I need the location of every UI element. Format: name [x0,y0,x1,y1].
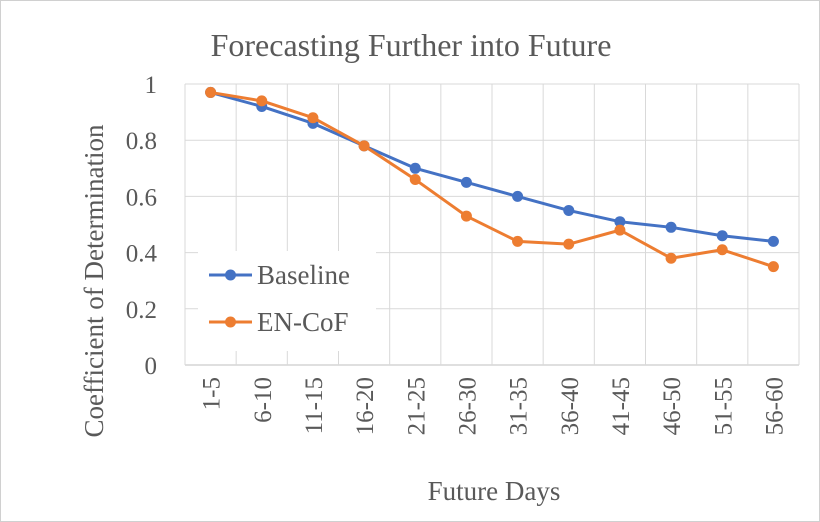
data-point [256,95,268,107]
series-line [210,90,774,243]
data-point [460,210,472,222]
chart-title: Forecasting Further into Future [211,27,612,63]
x-tick-label: 26-30 [454,377,481,435]
data-point [614,216,626,228]
series-baseline [205,86,779,247]
data-point [767,261,779,273]
x-tick-labels: 1-5 6-10 11-15 16-20 21-25 26-30 31-35 36-40 41-… [199,377,789,435]
data-point [307,112,319,124]
legend-label: EN-CoF [257,307,349,337]
x-tick-label: 31-35 [506,377,533,435]
x-tick-label: 36-40 [557,377,584,435]
y-tick-label: 0.2 [126,297,157,324]
y-tick-label: 0.8 [126,128,157,155]
y-tick-labels: 0 0.2 0.4 0.6 0.8 1 [126,72,158,380]
y-tick-label: 0.6 [126,184,157,211]
y-tick-label: 0 [145,353,158,380]
legend-box [198,251,376,351]
series-layer [205,86,779,273]
y-axis-label: Coefficient of Determination [79,124,109,437]
data-point [563,204,575,216]
data-point [460,176,472,188]
x-tick-label: 11-15 [301,377,328,434]
data-point [716,230,728,242]
x-tick-label: 6-10 [250,377,277,423]
x-tick-label: 21-25 [403,377,430,435]
data-point [512,190,524,202]
x-axis-label: Future Days [428,476,561,506]
legend-label: Baseline [257,260,350,290]
data-point [409,174,421,186]
x-tick-label: 51-55 [710,377,737,435]
data-point [512,235,524,247]
data-point [409,162,421,174]
y-tick-label: 0.4 [126,241,158,268]
x-tick-label: 1-5 [199,377,226,410]
data-point [614,224,626,236]
x-tick-label: 46-50 [659,377,686,435]
legend-swatch-marker [225,316,236,328]
series-line [210,90,774,269]
legend-item: Baseline [209,260,350,290]
legend: Baseline EN-CoF [198,251,376,351]
data-point [205,86,217,98]
data-point [767,235,779,247]
series-en-cof [205,86,779,273]
data-point [665,252,677,264]
x-tick-label: 41-45 [608,377,635,435]
data-point [665,221,677,233]
x-tick-label: 16-20 [352,377,379,435]
data-point [716,244,728,256]
legend-swatch-marker [225,269,236,281]
y-tick-label: 1 [145,72,158,99]
data-point [358,140,370,152]
data-point [563,238,575,250]
x-tick-label: 56-60 [761,377,788,435]
legend-item: EN-CoF [209,307,349,337]
grid-lines [184,83,800,366]
